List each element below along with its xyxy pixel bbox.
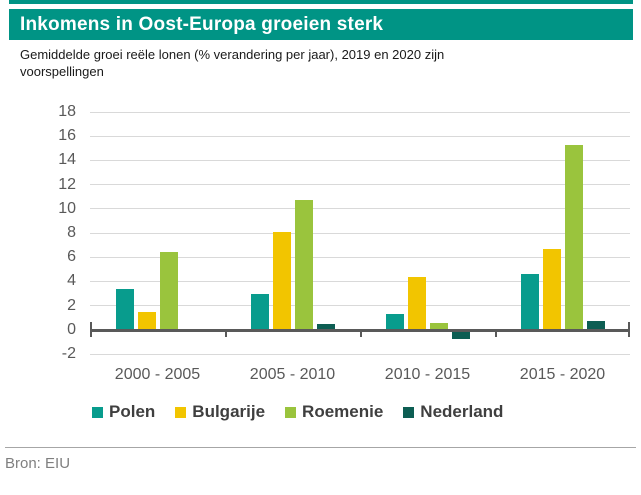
gridline-16: [90, 135, 630, 137]
bar-polen-3: [385, 314, 404, 330]
legend-swatch-nederland: [403, 406, 415, 418]
bar-polen-2: [250, 293, 269, 330]
y-tick-label-16: 16: [58, 127, 76, 145]
gridline-2: [90, 305, 630, 307]
legend-item-polen: Polen: [92, 402, 155, 422]
bar-bulgarije-4: [542, 248, 561, 330]
legend-label-polen: Polen: [109, 402, 156, 421]
legend-item-nederland: Nederland: [403, 402, 503, 422]
bar-roemenie-1: [159, 252, 178, 330]
legend-swatch-roemenie: [285, 406, 297, 418]
gridline-12: [90, 184, 630, 186]
bar-roemenie-3: [429, 322, 448, 330]
legend-label-nederland: Nederland: [420, 402, 504, 421]
bar-bulgarije-3: [407, 276, 426, 330]
x-axis-line: [90, 328, 630, 332]
x-axis-tick-1: [225, 331, 227, 337]
bar-nederland-2: [316, 323, 335, 330]
divider: [5, 447, 636, 448]
x-axis-tick-3: [495, 331, 497, 337]
axis-cap-right: [628, 321, 630, 330]
page-title: Inkomens in Oost-Europa groeien sterk: [20, 13, 384, 35]
accent-strip: [9, 0, 633, 4]
x-tick-label-1: 2000 - 2005: [114, 366, 201, 383]
x-axis-tick-4: [628, 331, 630, 337]
x-axis-tick-0: [90, 331, 92, 337]
y-tick-label-14: 14: [58, 151, 76, 169]
gridline-10: [90, 208, 630, 210]
y-tick-label-0: 0: [67, 320, 76, 338]
x-tick-label-2: 2005 - 2010: [249, 366, 336, 383]
legend-item-roemenie: Roemenie: [285, 402, 383, 422]
legend-item-bulgarije: Bulgarije: [175, 402, 265, 422]
bar-bulgarije-1: [137, 311, 156, 330]
y-tick-label-10: 10: [58, 199, 76, 217]
gridline-4: [90, 280, 630, 282]
x-tick-label-4: 2015 - 2020: [519, 366, 606, 383]
gridline-6: [90, 256, 630, 258]
bar-roemenie-4: [564, 144, 583, 330]
source-label: Bron: EIU: [5, 455, 71, 472]
bar-nederland-4: [586, 321, 605, 330]
gridline-14: [90, 159, 630, 161]
x-tick-label-3: 2010 - 2015: [384, 366, 471, 383]
y-tick-label-2: 2: [67, 296, 76, 314]
x-axis-tick-2: [360, 331, 362, 337]
gridline--2: [90, 353, 630, 355]
bar-roemenie-2: [294, 200, 313, 330]
y-tick-label-18: 18: [58, 103, 76, 120]
legend: Polen Bulgarije Roemenie Nederland: [92, 402, 503, 422]
gridline-18: [90, 111, 630, 113]
legend-label-roemenie: Roemenie: [302, 402, 384, 421]
y-tick-label-12: 12: [58, 175, 76, 193]
y-tick-label-4: 4: [67, 272, 76, 290]
legend-swatch-bulgarije: [175, 406, 187, 418]
y-tick-label--2: -2: [61, 345, 76, 362]
plot-area: [90, 111, 630, 355]
chart-title-bar: Inkomens in Oost-Europa groeien sterk: [9, 9, 633, 40]
chart-subtitle: Gemiddelde groei reële lonen (% verander…: [20, 47, 445, 79]
bar-bulgarije-2: [272, 231, 291, 330]
axis-cap-left: [90, 321, 92, 330]
legend-label-bulgarije: Bulgarije: [192, 402, 266, 421]
y-tick-label-6: 6: [67, 248, 76, 266]
bar-nederland-3: [451, 331, 470, 340]
legend-swatch-polen: [92, 406, 103, 418]
bar-polen-1: [115, 288, 134, 330]
y-tick-label-8: 8: [67, 224, 76, 241]
gridline-8: [90, 232, 630, 234]
bar-polen-4: [520, 274, 539, 330]
